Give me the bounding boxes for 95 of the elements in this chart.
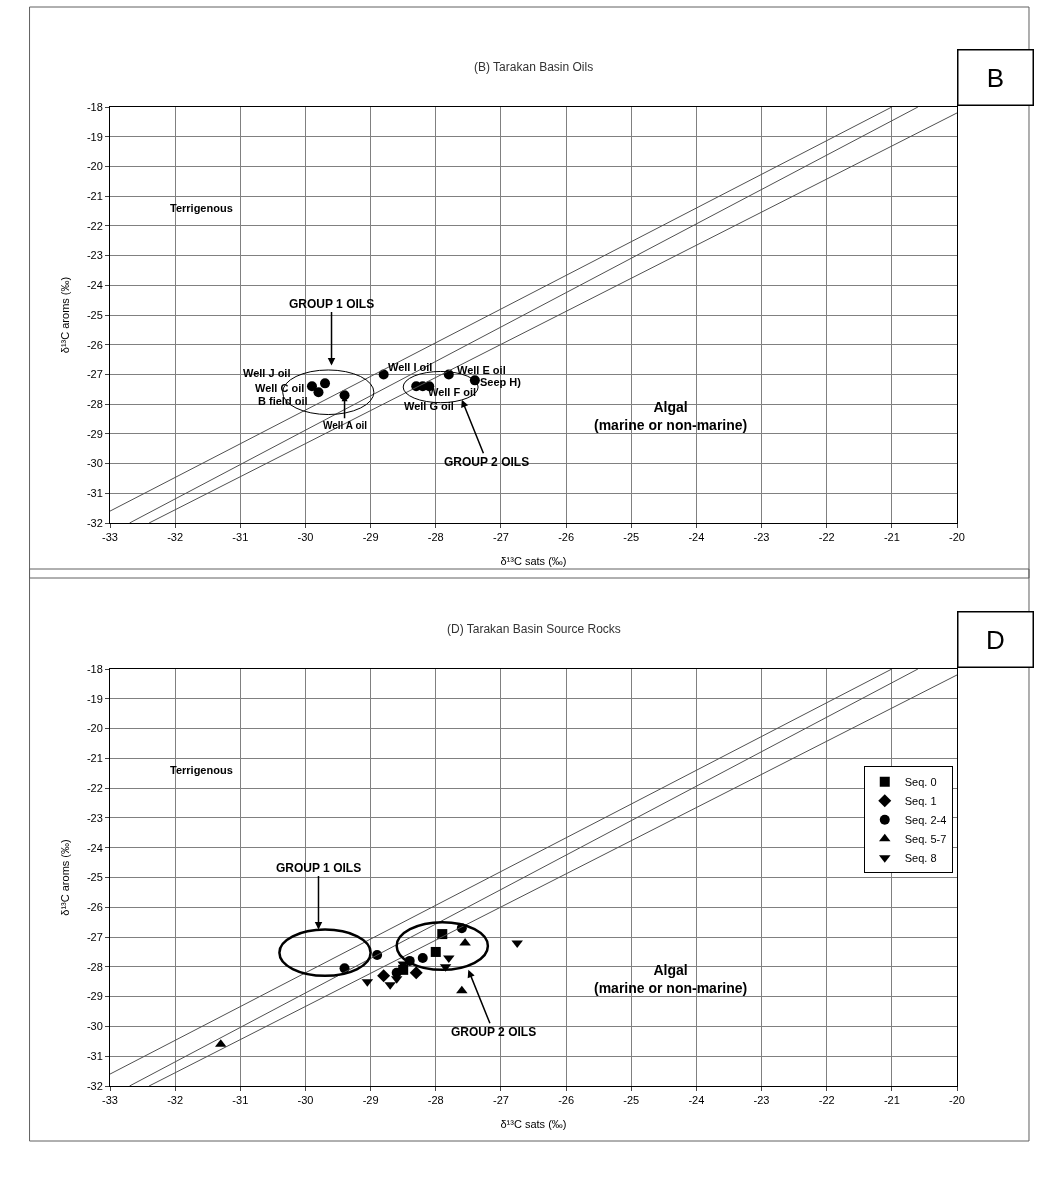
text: B xyxy=(986,62,1005,93)
annotation: B field oil xyxy=(258,395,308,407)
point xyxy=(417,952,428,963)
legend-label: Seq. 8 xyxy=(904,852,937,865)
y-tick-label: -27 xyxy=(86,368,103,381)
chart-title: (D) Tarakan Basin Source Rocks xyxy=(447,622,621,636)
x-tick-label: -26 xyxy=(558,531,575,544)
legend-label: Seq. 2-4 xyxy=(904,814,947,827)
y-tick-label: -21 xyxy=(86,189,103,202)
point xyxy=(409,966,423,980)
x-tick-label: -20 xyxy=(949,531,965,544)
x-tick-label: -32 xyxy=(167,1094,184,1107)
annotation: Well I oil xyxy=(388,361,433,373)
x-tick-label: -22 xyxy=(818,531,835,544)
y-tick-label: -22 xyxy=(86,781,103,794)
y-axis-title: δ¹³C aroms (‰) xyxy=(58,276,71,354)
annotation: GROUP 2 OILS xyxy=(444,455,530,469)
y-tick-label: -19 xyxy=(86,130,103,143)
annotation: Well A oil xyxy=(323,420,368,431)
annotation: GROUP 1 OILS xyxy=(289,297,375,311)
annotation: Well G oil xyxy=(404,400,454,412)
x-tick-label: -29 xyxy=(362,1094,379,1107)
x-tick-label: -30 xyxy=(297,531,314,544)
x-tick-label: -22 xyxy=(818,1094,835,1107)
point xyxy=(430,946,441,957)
y-tick-label: -25 xyxy=(86,308,103,321)
x-tick-label: -31 xyxy=(232,1094,249,1107)
annotation: Well J oil xyxy=(243,367,291,379)
y-tick-label: -23 xyxy=(86,249,103,262)
y-tick-label: -26 xyxy=(86,338,103,351)
x-tick-label: -26 xyxy=(558,1094,575,1107)
x-tick-label: -33 xyxy=(102,1094,118,1107)
y-tick-label: -29 xyxy=(86,427,103,440)
annotation: Algal (marine or non-marine) xyxy=(594,399,748,434)
x-tick-label: -28 xyxy=(427,1094,444,1107)
point xyxy=(313,387,324,398)
point xyxy=(377,969,391,983)
legend-label: Seq. 0 xyxy=(904,776,937,789)
y-tick-label: -25 xyxy=(86,871,103,884)
y-tick-label: -24 xyxy=(86,841,103,854)
chart-title: (B) Tarakan Basin Oils xyxy=(474,60,594,74)
y-tick-label: -18 xyxy=(86,100,103,113)
legend-label: Seq. 5-7 xyxy=(904,833,947,846)
y-tick-label: -28 xyxy=(86,960,103,973)
y-tick-label: -27 xyxy=(86,930,103,943)
legend-label: Seq. 1 xyxy=(904,795,937,808)
x-tick-label: -25 xyxy=(623,531,640,544)
y-tick-label: -20 xyxy=(86,160,103,173)
x-axis-title: δ¹³C sats (‰) xyxy=(500,555,567,568)
annotation: Algal (marine or non-marine) xyxy=(594,962,748,997)
y-tick-label: -29 xyxy=(86,990,103,1003)
x-tick-label: -25 xyxy=(623,1094,640,1107)
annotation: GROUP 1 OILS xyxy=(276,861,362,875)
x-tick-label: -24 xyxy=(688,531,705,544)
x-tick-label: -29 xyxy=(362,531,379,544)
y-tick-label: -32 xyxy=(86,516,103,529)
x-tick-label: -23 xyxy=(753,531,770,544)
annotation: Well E oil xyxy=(457,364,506,376)
y-tick-label: -20 xyxy=(86,722,103,735)
annotation: Well C oil xyxy=(255,382,305,394)
y-tick-label: -22 xyxy=(86,219,103,232)
x-tick-label: -24 xyxy=(688,1094,705,1107)
y-tick-label: -19 xyxy=(86,692,103,705)
x-tick-label: -30 xyxy=(297,1094,314,1107)
x-tick-label: -27 xyxy=(492,531,509,544)
text: D xyxy=(986,624,1005,655)
y-tick-label: -30 xyxy=(86,1020,103,1033)
x-tick-label: -27 xyxy=(492,1094,509,1107)
annotation: GROUP 2 OILS xyxy=(451,1025,537,1039)
x-tick-label: -33 xyxy=(102,531,118,544)
x-axis-title: δ¹³C sats (‰) xyxy=(500,1118,567,1131)
y-tick-label: -24 xyxy=(86,279,103,292)
y-tick-label: -31 xyxy=(86,487,103,500)
y-tick-label: -23 xyxy=(86,811,103,824)
y-tick-label: -28 xyxy=(86,397,103,410)
x-tick-label: -31 xyxy=(232,531,249,544)
y-tick-label: -18 xyxy=(86,662,103,675)
annotation: Seep H) xyxy=(480,376,522,388)
y-tick-label: -21 xyxy=(86,752,103,765)
point xyxy=(456,985,468,994)
x-tick-label: -28 xyxy=(427,531,444,544)
x-tick-label: -21 xyxy=(883,1094,900,1107)
x-tick-label: -21 xyxy=(883,531,900,544)
y-tick-label: -32 xyxy=(86,1079,103,1092)
x-tick-label: -32 xyxy=(167,531,184,544)
y-axis-title: δ¹³C aroms (‰) xyxy=(58,839,71,916)
annotation: Terrigenous xyxy=(170,764,233,776)
x-tick-label: -23 xyxy=(753,1094,770,1107)
point xyxy=(306,381,317,392)
y-tick-label: -31 xyxy=(86,1050,103,1063)
y-tick-label: -26 xyxy=(86,901,103,914)
point xyxy=(320,378,331,389)
annotation: Terrigenous xyxy=(170,202,233,214)
y-tick-label: -30 xyxy=(86,457,103,470)
x-tick-label: -20 xyxy=(949,1094,965,1107)
